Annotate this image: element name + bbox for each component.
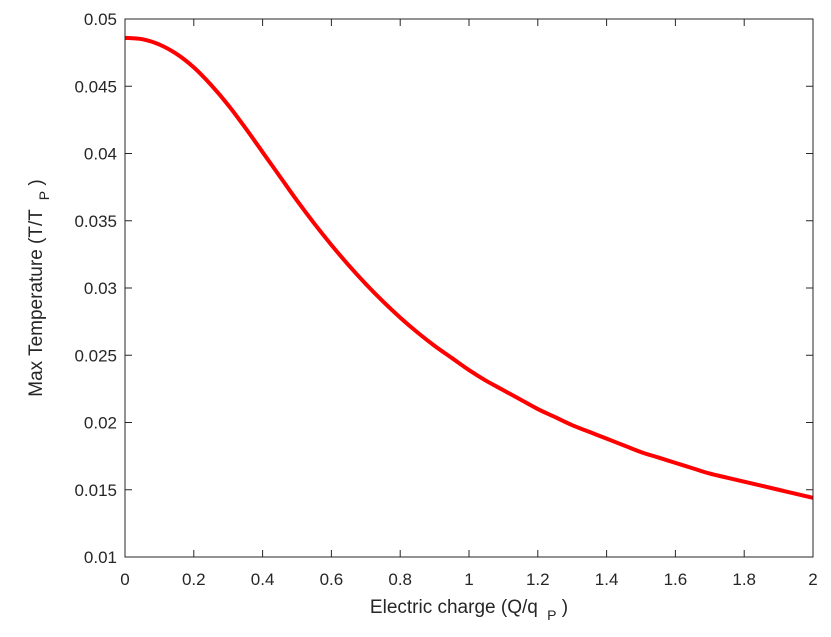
x-tick-label: 0.6 [320,570,344,589]
series-line [124,35,814,500]
x-axis-ticks [124,19,814,557]
x-tick-label: 2 [808,570,817,589]
y-tick-label: 0.03 [84,279,117,298]
x-tick-label: 1.6 [664,570,688,589]
series-layer [124,35,814,500]
x-tick-label: 0 [120,570,129,589]
x-axis-label-close: ) [562,597,568,618]
y-tick-label: 0.015 [74,481,117,500]
x-tick-label: 1.8 [732,570,756,589]
y-axis-label-sub: P [36,191,52,200]
y-tick-label: 0.05 [84,10,117,29]
y-axis-label-main: Max Temperature (T/T [26,209,47,397]
y-axis-label: Max Temperature (T/T P ) [26,179,54,396]
y-tick-label: 0.02 [84,414,117,433]
x-axis-tick-labels: 0 0.2 0.4 0.6 0.8 1 1.2 1.4 1.6 1.8 2 [120,570,817,589]
x-tick-label: 1.2 [526,570,550,589]
y-axis-label-close: ) [26,179,47,185]
y-axis-tick-labels: 0.01 0.015 0.02 0.025 0.03 0.035 0.04 0.045 0.05 [74,10,117,567]
x-tick-label: 0.4 [251,570,275,589]
y-tick-label: 0.035 [74,212,117,231]
x-tick-label: 0.2 [182,570,206,589]
x-tick-label: 1 [464,570,473,589]
x-axis-label-sub: P [547,607,556,623]
x-axis-label-main: Electric charge (Q/q [370,597,538,618]
x-axis-label: Electric charge (Q/q P ) [370,597,568,625]
y-tick-label: 0.045 [74,77,117,96]
plot-area [125,19,813,557]
x-tick-label: 1.4 [595,570,619,589]
y-tick-label: 0.01 [84,548,117,567]
y-tick-label: 0.025 [74,346,117,365]
y-tick-label: 0.04 [84,145,117,164]
y-axis-ticks [125,18,813,558]
x-tick-label: 0.8 [388,570,412,589]
